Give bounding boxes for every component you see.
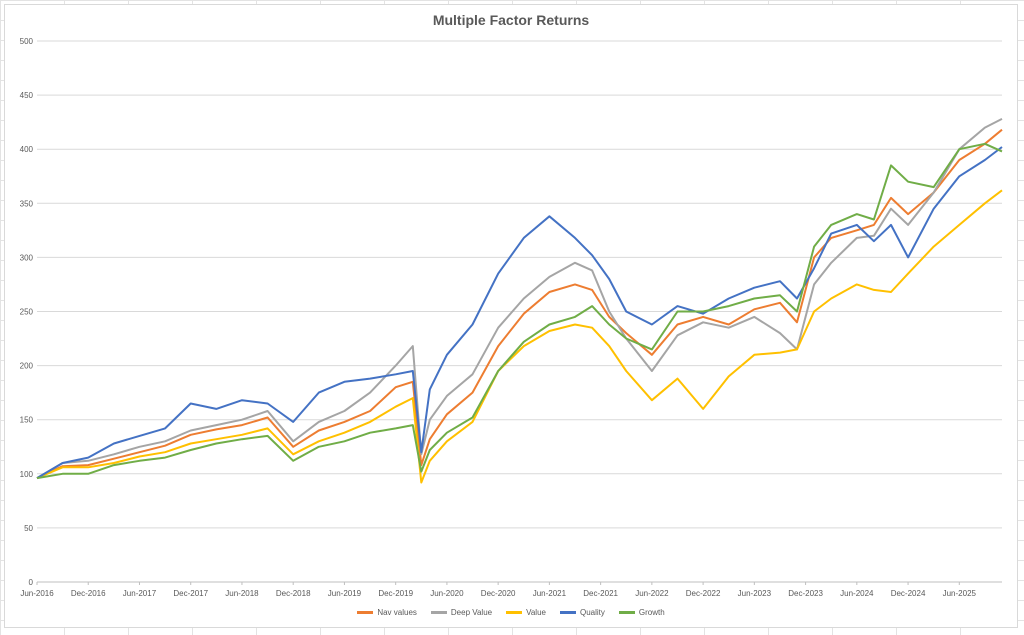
series-line-value: [36, 189, 1003, 484]
x-tick-label: Dec-2021: [583, 589, 618, 598]
line-chart: 0 50 100 150 200 250 300 350 400 450 500 Jun-2016 De…: [20, 37, 1003, 598]
x-tick-label: Jun-2018: [225, 589, 259, 598]
x-tick-label: Jun-2025: [943, 589, 977, 598]
x-tick-label: Jun-2016: [20, 589, 54, 598]
y-tick-label: 450: [20, 91, 34, 100]
legend-swatch: [618, 611, 635, 614]
y-tick-label: 200: [20, 362, 34, 371]
x-tick-label: Jun-2023: [738, 589, 772, 598]
legend-label: Value: [526, 608, 546, 617]
y-tick-label: 100: [20, 470, 34, 479]
legend-swatch: [357, 611, 374, 614]
legend-label: Quality: [579, 608, 605, 617]
x-tick-label: Dec-2024: [891, 589, 926, 598]
legend-item-quality: Quality: [559, 608, 605, 617]
chart-area: Multiple Factor Returns 0 50 100 150 200 250 3…: [4, 4, 1018, 628]
legend-swatch: [506, 611, 523, 614]
x-tick-label: Dec-2019: [378, 589, 413, 598]
legend-swatch: [559, 611, 576, 614]
y-tick-label: 400: [20, 145, 34, 154]
x-tick-label: Dec-2022: [686, 589, 721, 598]
series-line-nav-values: [36, 128, 1003, 480]
x-tick-label: Jun-2021: [533, 589, 567, 598]
x-tick-label: Jun-2020: [430, 589, 464, 598]
y-tick-label: 300: [20, 253, 34, 262]
x-tick-label: Jun-2017: [123, 589, 157, 598]
legend-label: Growth: [638, 608, 665, 617]
series-line-deep-value: [36, 118, 1003, 479]
chart-legend: Nav values Deep Value Value Quality Growth: [5, 608, 1017, 617]
series-line-quality: [36, 146, 1003, 479]
x-tick-label: Dec-2023: [788, 589, 823, 598]
y-tick-label: 500: [20, 37, 34, 46]
legend-item-growth: Growth: [618, 608, 665, 617]
legend-label: Deep Value: [450, 608, 493, 617]
legend-label: Nav values: [377, 608, 417, 617]
x-tick-label: Jun-2024: [840, 589, 874, 598]
x-tick-label: Dec-2020: [481, 589, 516, 598]
legend-item-value: Value: [506, 608, 546, 617]
y-tick-label: 350: [20, 199, 34, 208]
y-tick-label: 0: [29, 578, 34, 587]
series-line-growth: [36, 142, 1003, 480]
legend-swatch: [430, 611, 447, 614]
y-tick-label: 50: [24, 524, 33, 533]
x-tick-label: Jun-2022: [635, 589, 669, 598]
x-tick-label: Dec-2017: [173, 589, 208, 598]
x-tick-label: Dec-2018: [276, 589, 311, 598]
x-tick-label: Dec-2016: [71, 589, 106, 598]
legend-item-deep-value: Deep Value: [430, 608, 493, 617]
legend-item-nav-values: Nav values: [357, 608, 417, 617]
x-tick-label: Jun-2019: [328, 589, 362, 598]
y-tick-label: 250: [20, 308, 34, 317]
y-tick-label: 150: [20, 416, 34, 425]
chart-title: Multiple Factor Returns: [432, 12, 590, 28]
